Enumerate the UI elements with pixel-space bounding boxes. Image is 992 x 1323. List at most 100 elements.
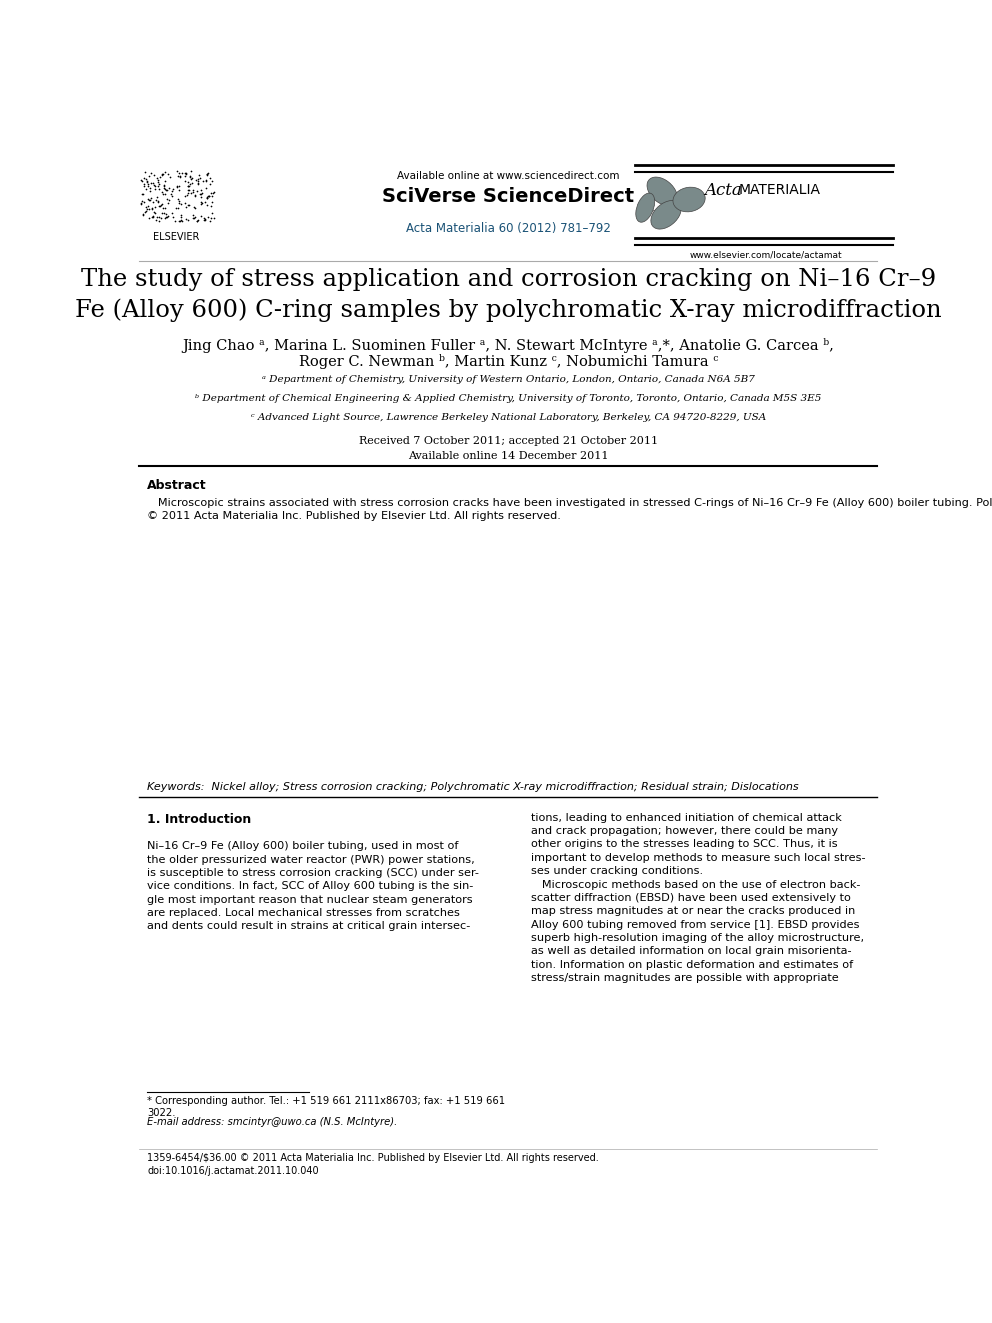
Point bbox=[194, 183, 210, 204]
Point bbox=[181, 194, 196, 216]
Point bbox=[164, 185, 180, 206]
Point bbox=[198, 171, 214, 192]
Point bbox=[180, 176, 195, 197]
Point bbox=[147, 202, 163, 224]
Point bbox=[177, 171, 192, 192]
Text: Jing Chao ᵃ, Marina L. Suominen Fuller ᵃ, N. Stewart McIntyre ᵃ,*, Anatolie G. C: Jing Chao ᵃ, Marina L. Suominen Fuller ᵃ… bbox=[183, 339, 834, 353]
Point bbox=[186, 205, 201, 226]
Text: Keywords:  Nickel alloy; Stress corrosion cracking; Polychromatic X-ray microdif: Keywords: Nickel alloy; Stress corrosion… bbox=[147, 782, 799, 792]
Point bbox=[151, 169, 167, 191]
Point bbox=[199, 188, 215, 209]
Point bbox=[178, 196, 193, 217]
Point bbox=[192, 205, 208, 226]
Point bbox=[174, 204, 189, 225]
Point bbox=[154, 208, 170, 229]
Point bbox=[187, 206, 203, 228]
Point bbox=[177, 163, 192, 184]
Point bbox=[157, 208, 173, 229]
Point bbox=[150, 191, 166, 212]
Text: The study of stress application and corrosion cracking on Ni–16 Cr–9
Fe (Alloy 6: The study of stress application and corr… bbox=[75, 267, 941, 321]
Text: MATERIALIA: MATERIALIA bbox=[739, 184, 821, 197]
Text: Ni–16 Cr–9 Fe (Alloy 600) boiler tubing, used in most of
the older pressurized w: Ni–16 Cr–9 Fe (Alloy 600) boiler tubing,… bbox=[147, 841, 479, 931]
Point bbox=[151, 206, 167, 228]
Point bbox=[200, 206, 216, 228]
Text: ᵇ Department of Chemical Engineering & Applied Chemistry, University of Toronto,: ᵇ Department of Chemical Engineering & A… bbox=[195, 394, 821, 404]
Point bbox=[155, 202, 171, 224]
Point bbox=[180, 209, 195, 230]
Point bbox=[201, 185, 217, 206]
Point bbox=[141, 189, 157, 210]
Point bbox=[192, 184, 208, 205]
Point bbox=[149, 187, 165, 208]
Point bbox=[182, 180, 197, 201]
Point bbox=[202, 167, 218, 188]
Point bbox=[190, 171, 206, 192]
Point bbox=[150, 206, 166, 228]
Point bbox=[148, 209, 164, 230]
Point bbox=[152, 194, 168, 216]
Point bbox=[136, 176, 152, 197]
Point bbox=[185, 181, 200, 202]
Point bbox=[152, 179, 168, 200]
Point bbox=[192, 183, 208, 204]
Point bbox=[157, 197, 173, 218]
Point bbox=[175, 163, 190, 184]
Point bbox=[158, 184, 174, 205]
Point bbox=[174, 193, 189, 214]
Point bbox=[198, 177, 214, 198]
Point bbox=[170, 165, 186, 187]
Point bbox=[197, 169, 213, 191]
Point bbox=[156, 176, 172, 197]
Point bbox=[165, 202, 181, 224]
Point bbox=[178, 193, 193, 214]
Point bbox=[183, 161, 198, 183]
Point bbox=[183, 168, 198, 189]
Point bbox=[141, 189, 157, 210]
Point bbox=[190, 210, 206, 232]
Text: Roger C. Newman ᵇ, Martin Kunz ᶜ, Nobumichi Tamura ᶜ: Roger C. Newman ᵇ, Martin Kunz ᶜ, Nobumi… bbox=[299, 355, 718, 369]
Point bbox=[159, 188, 175, 209]
Point bbox=[173, 167, 188, 188]
Point bbox=[204, 202, 220, 224]
Point bbox=[162, 165, 178, 187]
Text: Available online 14 December 2011: Available online 14 December 2011 bbox=[408, 451, 609, 462]
Point bbox=[181, 176, 196, 197]
Point bbox=[157, 202, 173, 224]
Point bbox=[202, 173, 218, 194]
Point bbox=[147, 196, 163, 217]
Point bbox=[139, 197, 155, 218]
Point bbox=[137, 168, 153, 189]
Point bbox=[165, 179, 181, 200]
Point bbox=[204, 183, 220, 204]
Point bbox=[143, 173, 159, 194]
Point bbox=[186, 197, 202, 218]
Point bbox=[156, 175, 172, 196]
Point bbox=[195, 208, 211, 229]
Point bbox=[180, 180, 195, 201]
Point bbox=[145, 173, 161, 194]
Text: doi:10.1016/j.actamat.2011.10.040: doi:10.1016/j.actamat.2011.10.040 bbox=[147, 1167, 318, 1176]
Point bbox=[170, 188, 186, 209]
Point bbox=[141, 198, 157, 220]
Point bbox=[162, 189, 178, 210]
Point bbox=[138, 179, 154, 200]
Point bbox=[201, 210, 217, 232]
Point bbox=[173, 206, 188, 228]
Point bbox=[168, 197, 184, 218]
Point bbox=[186, 196, 202, 217]
Point bbox=[140, 171, 156, 192]
Point bbox=[139, 198, 155, 220]
Point bbox=[135, 204, 151, 225]
Point bbox=[146, 164, 162, 185]
Point bbox=[140, 194, 156, 216]
Point bbox=[200, 163, 216, 184]
Point bbox=[157, 179, 173, 200]
Point bbox=[160, 164, 176, 185]
Point bbox=[154, 163, 170, 184]
Point bbox=[134, 192, 150, 213]
Point bbox=[139, 200, 155, 221]
Point bbox=[141, 165, 157, 187]
Ellipse shape bbox=[673, 187, 705, 212]
Point bbox=[188, 169, 204, 191]
Point bbox=[194, 171, 210, 192]
